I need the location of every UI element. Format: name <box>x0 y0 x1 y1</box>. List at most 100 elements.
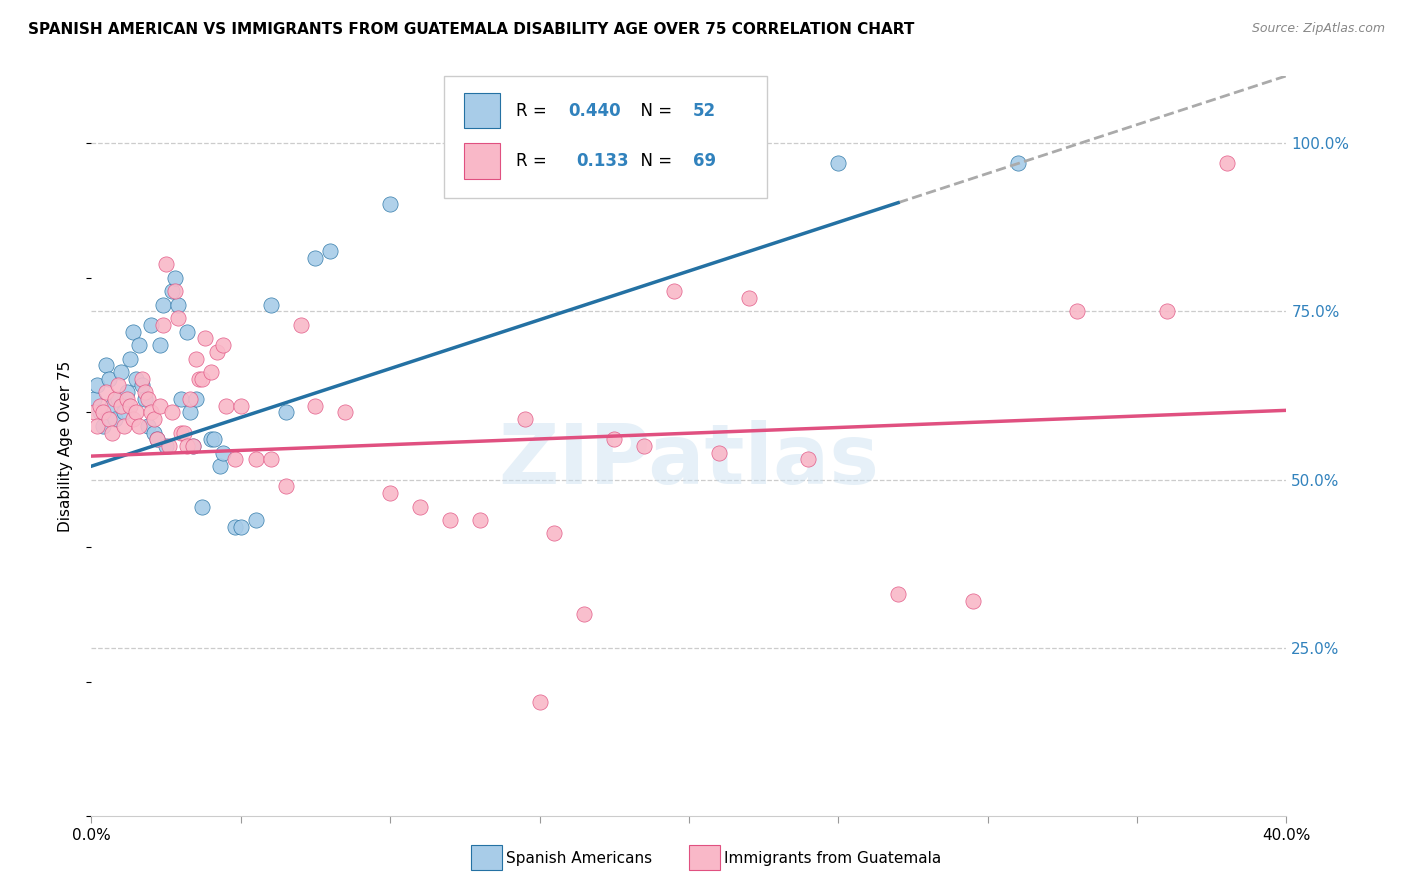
Point <box>543 526 565 541</box>
Point <box>112 418 135 433</box>
Point <box>163 270 186 285</box>
Point <box>181 439 204 453</box>
Point <box>200 432 222 446</box>
Point <box>200 365 222 379</box>
Point <box>304 251 326 265</box>
Point <box>96 385 118 400</box>
Point <box>112 405 135 419</box>
Point <box>163 284 186 298</box>
Point <box>170 425 193 440</box>
Point <box>170 392 193 406</box>
Point <box>115 385 138 400</box>
Text: 52: 52 <box>693 102 716 120</box>
Point <box>98 412 121 426</box>
Point <box>574 607 596 622</box>
Point <box>1007 156 1029 170</box>
Point <box>1156 304 1178 318</box>
Text: SPANISH AMERICAN VS IMMIGRANTS FROM GUATEMALA DISABILITY AGE OVER 75 CORRELATION: SPANISH AMERICAN VS IMMIGRANTS FROM GUAT… <box>28 22 914 37</box>
Point <box>125 405 148 419</box>
Point <box>93 405 115 419</box>
Point <box>633 439 655 453</box>
Point <box>274 405 297 419</box>
FancyBboxPatch shape <box>444 76 766 198</box>
Point <box>120 399 142 413</box>
Point <box>707 446 730 460</box>
Point <box>120 351 142 366</box>
Point <box>167 298 190 312</box>
Point <box>274 479 297 493</box>
Text: R =: R = <box>516 102 551 120</box>
Point <box>160 405 183 419</box>
Point <box>887 587 910 601</box>
Point <box>143 412 166 426</box>
Point <box>304 399 326 413</box>
Point <box>110 365 132 379</box>
Point <box>468 156 491 170</box>
Point <box>101 425 124 440</box>
Point <box>134 392 156 406</box>
Point <box>797 452 820 467</box>
Point <box>83 392 105 406</box>
Point <box>89 399 111 413</box>
Point <box>122 325 145 339</box>
Point <box>173 425 195 440</box>
Point <box>160 284 183 298</box>
Point <box>104 412 127 426</box>
Text: Spanish Americans: Spanish Americans <box>506 851 652 865</box>
Point <box>122 412 145 426</box>
Point <box>1066 304 1088 318</box>
Point <box>224 452 246 467</box>
Point <box>128 338 150 352</box>
Point <box>83 405 105 419</box>
Y-axis label: Disability Age Over 75: Disability Age Over 75 <box>58 360 73 532</box>
Text: 69: 69 <box>693 152 716 170</box>
Point <box>101 399 124 413</box>
Point <box>146 432 169 446</box>
Point <box>208 459 231 474</box>
Point <box>468 513 491 527</box>
Point <box>335 405 357 419</box>
Point <box>259 452 281 467</box>
Point <box>188 372 211 386</box>
FancyBboxPatch shape <box>464 144 501 178</box>
Point <box>104 392 127 406</box>
Point <box>89 405 111 419</box>
Point <box>211 446 233 460</box>
Point <box>98 372 121 386</box>
Text: 0.440: 0.440 <box>568 102 621 120</box>
Point <box>149 338 172 352</box>
Point <box>134 385 156 400</box>
Point <box>245 513 267 527</box>
Point <box>110 399 132 413</box>
Point <box>1216 156 1239 170</box>
Point <box>603 432 626 446</box>
Text: N =: N = <box>630 152 678 170</box>
Point <box>125 372 148 386</box>
Text: Source: ZipAtlas.com: Source: ZipAtlas.com <box>1251 22 1385 36</box>
Point <box>409 500 432 514</box>
Point <box>211 338 233 352</box>
Point <box>245 452 267 467</box>
Point <box>962 594 984 608</box>
Point <box>678 156 700 170</box>
Point <box>128 418 150 433</box>
Point <box>152 298 174 312</box>
Point <box>155 257 177 271</box>
Point <box>149 399 172 413</box>
Point <box>107 392 129 406</box>
Text: Immigrants from Guatemala: Immigrants from Guatemala <box>724 851 942 865</box>
Point <box>259 298 281 312</box>
Point <box>184 351 207 366</box>
Point <box>543 156 565 170</box>
Point <box>202 432 225 446</box>
Point <box>574 156 596 170</box>
Point <box>96 358 118 372</box>
Text: N =: N = <box>630 102 678 120</box>
Point <box>136 392 159 406</box>
Point <box>380 486 402 500</box>
Point <box>115 392 138 406</box>
Point <box>380 196 402 211</box>
Point <box>529 695 551 709</box>
Text: R =: R = <box>516 152 557 170</box>
FancyBboxPatch shape <box>464 93 501 128</box>
